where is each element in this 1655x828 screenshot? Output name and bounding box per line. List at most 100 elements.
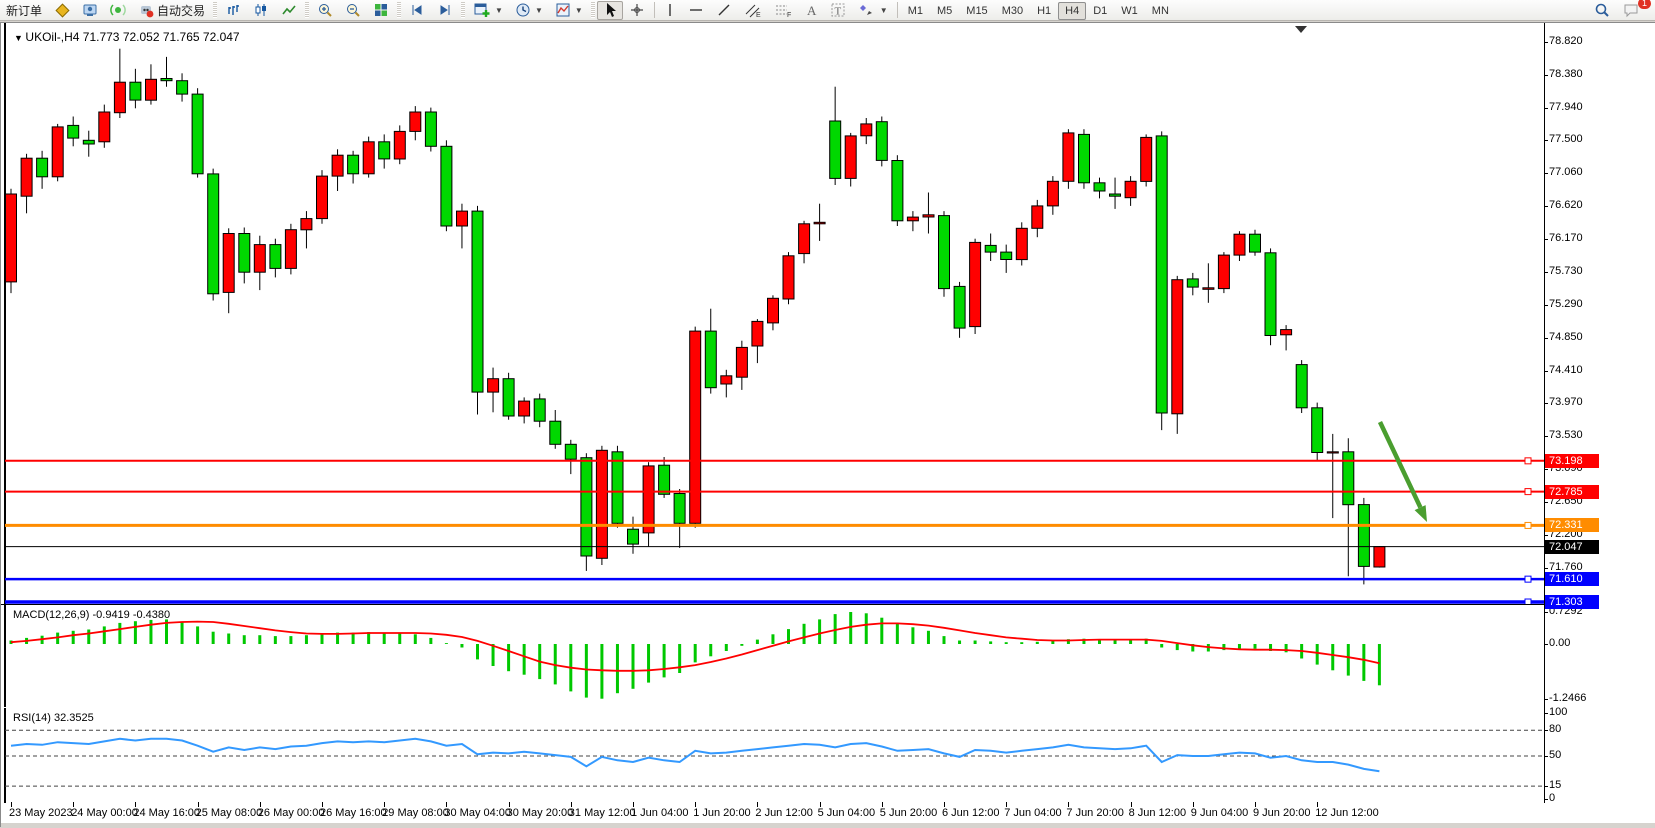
new-order-label: 新订单 [6, 3, 43, 18]
text-label-icon: T [831, 3, 845, 18]
price-tick-label: 78.380 [1549, 67, 1583, 80]
macd-tick-label: 0.7292 [1549, 604, 1583, 617]
horizontal-line-tool[interactable] [682, 1, 710, 20]
horizontal-line-icon [689, 9, 702, 11]
template-button[interactable]: ▼ [549, 1, 589, 20]
text-label-tool[interactable]: T [824, 1, 852, 20]
timeframe-m5[interactable]: M5 [937, 5, 953, 17]
candle-body [113, 81, 126, 114]
price-tick-label: 73.090 [1549, 461, 1583, 474]
bar-chart-button[interactable] [219, 1, 247, 20]
fibonacci-tool[interactable]: F [768, 1, 798, 20]
candle-body [191, 93, 204, 175]
candle-body [471, 210, 484, 393]
auto-scroll-button[interactable] [403, 1, 431, 20]
timeframe-m15[interactable]: M15 [966, 5, 988, 17]
candle-body [642, 465, 655, 534]
zoom-in-icon [319, 4, 332, 17]
candle-body [580, 457, 593, 557]
symbol-dropdown-icon[interactable]: ▼ [14, 33, 26, 43]
macd-tick-label: 0.00 [1549, 637, 1571, 649]
new-chart-button[interactable]: ▼ [467, 1, 509, 20]
timeframe-mn[interactable]: MN [1151, 5, 1169, 17]
candle-body [938, 215, 950, 290]
line-handle [1524, 575, 1532, 583]
search-icon [1595, 3, 1609, 17]
rsi-pane[interactable] [1, 708, 1544, 803]
rsi-tick-label: 50 [1549, 749, 1562, 761]
zoom-in-button[interactable] [311, 1, 339, 20]
timeframe-m1[interactable]: M1 [907, 5, 923, 17]
candle-body [829, 120, 842, 179]
candle-body [393, 130, 406, 160]
candle-body [82, 139, 95, 145]
crosshair-icon [630, 4, 643, 16]
search-button[interactable] [1587, 1, 1617, 20]
candle-body [51, 126, 64, 178]
text-tool[interactable]: A [798, 1, 824, 20]
candle-body [1233, 233, 1246, 256]
price-pane[interactable] [1, 23, 1544, 605]
candlestick-chart-button[interactable] [247, 1, 275, 20]
chart-window: ▼ UKOil-,H4 71.773 72.052 71.765 72.047 … [0, 22, 1655, 828]
notification-badge: 1 [1637, 0, 1651, 9]
candle-body [564, 443, 577, 460]
rsi-tick-label: 100 [1549, 706, 1568, 718]
periods-button[interactable]: ▼ [509, 1, 549, 20]
terminal-button[interactable] [76, 1, 104, 20]
quote-icon [55, 3, 70, 18]
macd-pane[interactable] [1, 605, 1544, 708]
price-chip-72.331: 72.331 [1545, 518, 1599, 533]
trendline-tool[interactable] [710, 1, 738, 20]
candle-body [922, 214, 935, 218]
notifications-button[interactable]: 1 [1617, 0, 1651, 20]
shapes-icon [859, 5, 872, 15]
crosshair-tool-button[interactable] [623, 1, 651, 20]
candle-body [1311, 407, 1324, 453]
price-chip-73.198: 73.198 [1545, 453, 1599, 468]
quote-button[interactable] [48, 1, 76, 20]
chart-left-border [4, 23, 6, 803]
shapes-tool[interactable]: ▼ [852, 1, 894, 20]
timeframe-w1[interactable]: W1 [1121, 5, 1138, 17]
main-toolbar: 新订单 自动交易 ▼ ▼ [0, 0, 1655, 21]
timeframe-h1[interactable]: H1 [1037, 5, 1052, 17]
new-order-button[interactable]: 新订单 [0, 1, 48, 20]
autotrade-button[interactable]: 自动交易 [132, 1, 211, 20]
price-tick-label: 71.760 [1549, 560, 1583, 573]
vertical-line-tool[interactable] [658, 1, 682, 20]
chart-shift-button[interactable] [431, 1, 459, 20]
candle-body [160, 78, 173, 82]
equidistant-channel-tool[interactable]: E [738, 1, 768, 20]
candle-body [409, 111, 422, 132]
zoom-out-button[interactable] [339, 1, 367, 20]
window-bottom-edge [1, 823, 1655, 828]
candle-body [20, 157, 33, 197]
candle-body [595, 449, 608, 559]
price-tick-label: 74.410 [1549, 363, 1583, 376]
down-arrow-head [1414, 505, 1427, 522]
candle-body [176, 80, 189, 95]
timeframe-group: M1 M5 M15 M30 H1 H4 D1 W1 MN [901, 2, 1176, 20]
candle-body [906, 216, 919, 222]
timeframe-m30[interactable]: M30 [1001, 5, 1024, 17]
line-chart-button[interactable] [275, 1, 303, 20]
rsi-indicator-label: RSI(14) 32.3525 [13, 712, 94, 724]
fibonacci-icon: F [775, 5, 791, 18]
time-axis[interactable] [1, 803, 1655, 823]
candle-body [284, 229, 297, 269]
timeframe-h4[interactable]: H4 [1058, 2, 1087, 20]
tile-windows-button[interactable] [367, 1, 395, 20]
candle-body [222, 233, 235, 293]
candle-body [1031, 205, 1044, 229]
pane-separator[interactable] [1, 604, 1544, 605]
pane-separator[interactable] [1, 707, 1544, 708]
timeframe-d1[interactable]: D1 [1093, 5, 1108, 17]
macd-tick-label: -1.2466 [1549, 691, 1587, 704]
price-tick-label: 72.650 [1549, 494, 1583, 507]
signals-button[interactable] [104, 1, 132, 20]
symbol-name: UKOil-,H4 [25, 30, 80, 44]
cursor-tool-button[interactable] [596, 0, 623, 20]
price-chip-71.303: 71.303 [1545, 595, 1599, 610]
candle-body [1373, 546, 1386, 568]
